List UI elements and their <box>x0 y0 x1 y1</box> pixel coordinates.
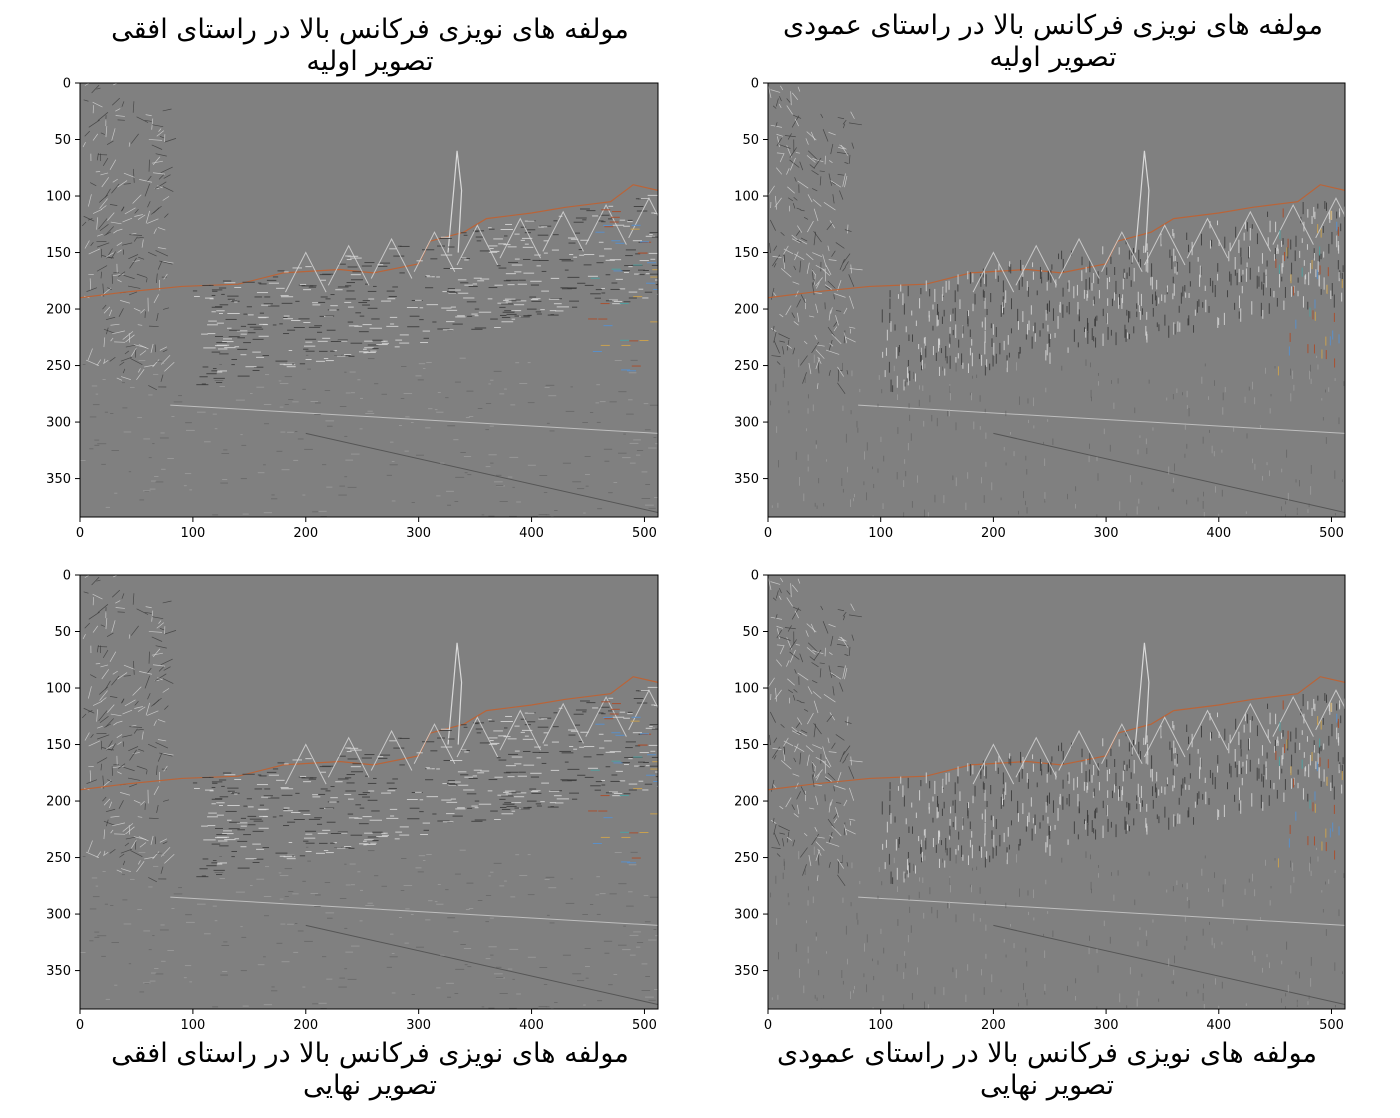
x-tick-label: 200 <box>293 526 318 541</box>
x-tick-label: 0 <box>764 526 772 541</box>
x-tick-label: 400 <box>519 1018 544 1033</box>
y-tick-label: 100 <box>734 190 759 205</box>
y-tick-label: 50 <box>742 133 759 148</box>
y-tick-label: 50 <box>742 625 759 640</box>
y-tick-label: 0 <box>751 569 759 584</box>
y-tick-label: 150 <box>734 738 759 753</box>
y-tick-label: 300 <box>734 416 759 431</box>
x-tick-label: 0 <box>76 526 84 541</box>
x-tick-label: 300 <box>406 1018 431 1033</box>
y-tick-label: 0 <box>63 569 71 584</box>
y-tick-label: 200 <box>734 795 759 810</box>
y-tick-label: 50 <box>54 133 71 148</box>
y-tick-label: 350 <box>46 472 71 487</box>
y-tick-label: 200 <box>46 303 71 318</box>
y-tick-label: 250 <box>46 851 71 866</box>
y-tick-label: 100 <box>734 682 759 697</box>
x-tick-label: 500 <box>1319 1018 1344 1033</box>
image-panel-bottom-left: 0 100 200 300 400 500 0 50 100 150 200 250 300 350 <box>46 569 659 1033</box>
y-tick-label: 200 <box>46 795 71 810</box>
x-tick-label: 400 <box>1206 526 1231 541</box>
panel-title-top-right: مولفه های نویزی فرکانس بالا در راستای عم… <box>783 10 1323 73</box>
image-panel-top-left: 0 100 200 300 400 500 0 50 100 150 200 250 300 350 <box>46 77 659 541</box>
x-tick-label: 300 <box>406 526 431 541</box>
axes-frame <box>79 82 659 518</box>
y-tick-label: 150 <box>46 246 71 261</box>
y-tick-label: 100 <box>46 190 71 205</box>
x-tick-label: 200 <box>293 1018 318 1033</box>
y-tick-label: 250 <box>734 359 759 374</box>
panel-title-bottom-right: مولفه های نویزی فرکانس بالا در راستای عم… <box>777 1038 1317 1101</box>
y-tick-label: 0 <box>751 77 759 92</box>
image-panel-top-right: 0 100 200 300 400 500 0 50 100 150 200 250 300 350 <box>734 77 1346 541</box>
x-tick-label: 300 <box>1094 526 1119 541</box>
y-tick-label: 300 <box>734 908 759 923</box>
x-tick-label: 100 <box>868 526 893 541</box>
y-tick-label: 150 <box>46 738 71 753</box>
y-tick-label: 350 <box>734 472 759 487</box>
x-tick-label: 200 <box>981 1018 1006 1033</box>
x-tick-label: 400 <box>1206 1018 1231 1033</box>
y-tick-label: 200 <box>734 303 759 318</box>
y-tick-label: 0 <box>63 77 71 92</box>
x-tick-label: 500 <box>1319 526 1344 541</box>
y-tick-label: 50 <box>54 625 71 640</box>
panel-title-top-left: مولفه های نویزی فرکانس بالا در راستای اف… <box>111 14 629 77</box>
x-tick-label: 100 <box>868 1018 893 1033</box>
gray-edge-image <box>768 575 1345 1009</box>
gray-edge-image <box>80 83 658 517</box>
x-tick-label: 0 <box>76 1018 84 1033</box>
x-tick-label: 300 <box>1094 1018 1119 1033</box>
y-tick-label: 150 <box>734 246 759 261</box>
x-tick-label: 400 <box>519 526 544 541</box>
x-tick-label: 100 <box>180 526 205 541</box>
axes-frame <box>767 574 1346 1010</box>
gray-edge-image <box>80 575 658 1009</box>
panel-title-bottom-left: مولفه های نویزی فرکانس بالا در راستای اف… <box>111 1038 629 1101</box>
x-tick-label: 500 <box>632 1018 657 1033</box>
x-tick-label: 100 <box>180 1018 205 1033</box>
gray-edge-image <box>768 83 1345 517</box>
y-tick-label: 300 <box>46 416 71 431</box>
x-tick-label: 200 <box>981 526 1006 541</box>
y-tick-label: 250 <box>46 359 71 374</box>
y-tick-label: 300 <box>46 908 71 923</box>
y-tick-label: 350 <box>734 964 759 979</box>
axes-frame <box>767 82 1346 518</box>
y-tick-label: 100 <box>46 682 71 697</box>
y-tick-label: 250 <box>734 851 759 866</box>
y-tick-label: 350 <box>46 964 71 979</box>
x-tick-label: 500 <box>632 526 657 541</box>
x-tick-label: 0 <box>764 1018 772 1033</box>
image-panel-bottom-right: 0 100 200 300 400 500 0 50 100 150 200 250 300 350 <box>734 569 1346 1033</box>
axes-frame <box>79 574 659 1010</box>
